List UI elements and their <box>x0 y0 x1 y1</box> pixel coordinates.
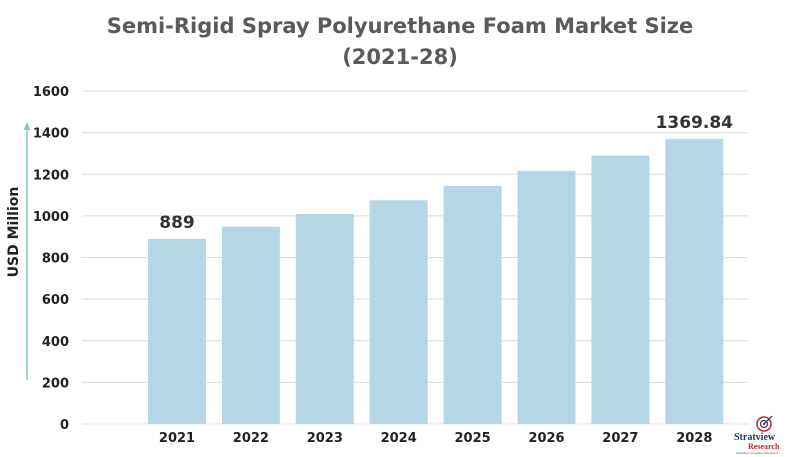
x-tick-label: 2021 <box>159 431 195 446</box>
x-tick-label: 2028 <box>676 431 712 446</box>
logo-text-research: Research <box>748 442 780 451</box>
x-tick-labels: 2021 2022 2023 2024 2025 2026 2027 2028 <box>159 431 712 446</box>
y-tick-labels: 0 200 400 600 800 1000 1200 1400 1600 <box>33 85 69 433</box>
y-tick-label: 1600 <box>33 85 69 100</box>
target-icon <box>756 415 773 432</box>
x-tick-label: 2025 <box>455 431 491 446</box>
chart-title: Semi-Rigid Spray Polyurethane Foam Marke… <box>106 14 694 38</box>
bar-2022 <box>221 226 280 424</box>
bar-2024 <box>369 200 428 424</box>
logo-tagline: Strategic Insights Delivered <box>736 451 778 455</box>
y-tick-label: 800 <box>42 252 69 267</box>
x-tick-label: 2023 <box>307 431 343 446</box>
bar-2026 <box>517 170 576 424</box>
y-tick-label: 0 <box>60 418 69 433</box>
y-tick-label: 1400 <box>33 127 69 142</box>
chart-subtitle: (2021-28) <box>342 45 458 69</box>
logo-text-stratview: Stratview <box>734 432 776 443</box>
x-tick-label: 2027 <box>602 431 638 446</box>
data-label-2028: 1369.84 <box>656 113 734 133</box>
y-axis-label: USD Million <box>6 187 22 278</box>
data-label-2021: 889 <box>159 213 195 233</box>
y-tick-label: 200 <box>42 376 69 391</box>
bar-2023 <box>295 214 354 424</box>
x-tick-label: 2026 <box>528 431 564 446</box>
y-tick-label: 400 <box>42 335 69 350</box>
y-tick-label: 600 <box>42 293 69 308</box>
y-tick-label: 1200 <box>33 168 69 183</box>
x-tick-label: 2024 <box>381 431 417 446</box>
bar-2025 <box>443 185 502 424</box>
bar-2027 <box>591 155 650 425</box>
bar-2021 <box>148 238 206 424</box>
x-tick-label: 2022 <box>233 431 269 446</box>
bars <box>148 138 724 425</box>
logo-stratview-research: Stratview Research Strategic Insights De… <box>734 414 796 455</box>
y-axis-arrow <box>23 122 31 380</box>
bar-2028 <box>665 138 724 425</box>
data-labels: 889 1369.84 <box>159 113 733 233</box>
y-tick-label: 1000 <box>33 210 69 225</box>
